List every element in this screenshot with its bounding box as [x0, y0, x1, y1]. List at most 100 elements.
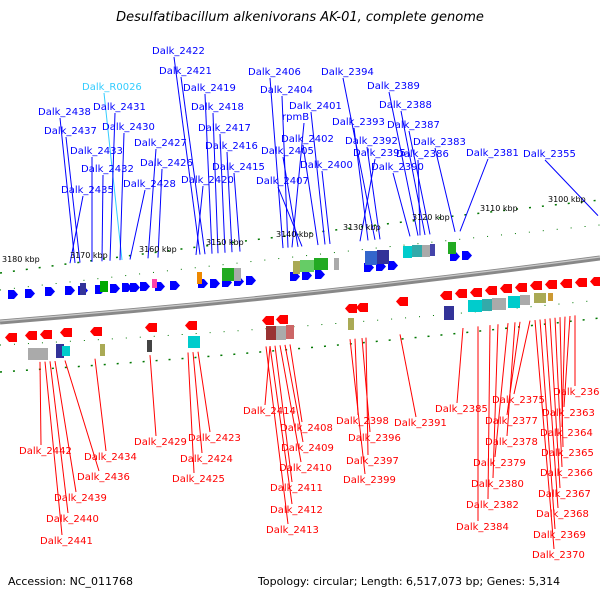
reverse-gene-arrow [185, 321, 197, 330]
annotation-box [482, 299, 492, 311]
forward-gene-arrow [122, 283, 132, 292]
leader-line [94, 358, 107, 452]
reverse-gene-label[interactable]: Dalk_2434 [84, 452, 137, 463]
reverse-gene-label[interactable]: Dalk_2370 [532, 550, 585, 561]
reverse-gene-label[interactable]: Dalk_2377 [485, 416, 538, 427]
forward-gene-label[interactable]: Dalk_2402 [281, 134, 334, 145]
annotation-box [444, 306, 454, 320]
forward-gene-label[interactable]: Dalk_2431 [93, 102, 146, 113]
reverse-gene-label[interactable]: Dalk_2368 [536, 509, 589, 520]
reverse-gene-label[interactable]: Dalk_2380 [471, 479, 524, 490]
reverse-gene-label[interactable]: Dalk_2396 [348, 433, 401, 444]
reverse-gene-label[interactable]: Dalk_2442 [19, 446, 72, 457]
reverse-gene-label[interactable]: Dalk_2384 [456, 522, 509, 533]
reverse-gene-label[interactable]: Dalk_2409 [281, 443, 334, 454]
reverse-gene-label[interactable]: Dalk_2375 [492, 395, 545, 406]
forward-gene-label[interactable]: Dalk_2386 [396, 149, 449, 160]
forward-gene-label[interactable]: Dalk_2400 [300, 160, 353, 171]
annotation-box [300, 260, 314, 272]
forward-gene-label[interactable]: Dalk_2435 [61, 185, 114, 196]
forward-gene-label[interactable]: Dalk_2388 [379, 100, 432, 111]
forward-gene-label[interactable]: Dalk_2387 [387, 120, 440, 131]
reverse-gene-label[interactable]: Dalk_2365 [541, 448, 594, 459]
reverse-gene-label[interactable]: Dalk_2391 [394, 418, 447, 429]
forward-gene-label[interactable]: Dalk_2389 [367, 81, 420, 92]
reverse-gene-label[interactable]: Dalk_2382 [466, 500, 519, 511]
forward-gene-label[interactable]: Dalk_2395 [353, 148, 406, 159]
forward-gene-label[interactable]: Dalk_2421 [159, 66, 212, 77]
forward-gene-label[interactable]: Dalk_2407 [256, 176, 309, 187]
forward-gene-label[interactable]: Dalk_2422 [152, 46, 205, 57]
annotation-box [276, 326, 286, 340]
forward-gene-label[interactable]: Dalk_2438 [38, 107, 91, 118]
reverse-gene-label[interactable]: Dalk_2429 [134, 437, 187, 448]
reverse-gene-label[interactable]: Dalk_2363 [542, 408, 595, 419]
forward-gene-label[interactable]: Dalk_2419 [183, 83, 236, 94]
reverse-gene-label[interactable]: Dalk_2424 [180, 454, 233, 465]
forward-gene-label[interactable]: Dalk_2415 [212, 162, 265, 173]
forward-gene-label[interactable]: Dalk_2394 [321, 67, 374, 78]
forward-gene-label[interactable]: Dalk_2406 [248, 67, 301, 78]
reverse-gene-label[interactable]: Dalk_2369 [533, 530, 586, 541]
reverse-gene-label[interactable]: Dalk_2399 [343, 475, 396, 486]
reverse-gene-label[interactable]: Dalk_2441 [40, 536, 93, 547]
reverse-gene-label[interactable]: Dalk_2411 [270, 483, 323, 494]
leader-line [282, 156, 299, 247]
reverse-gene-label[interactable]: Dalk_2397 [346, 456, 399, 467]
forward-gene-labels: Dalk_2422 Dalk_2421 Dalk_R0026 Dalk_2419 Dal… [38, 46, 576, 196]
leader-line [321, 170, 331, 245]
forward-gene-label[interactable]: Dalk_2390 [371, 162, 424, 173]
leader-line [456, 327, 464, 404]
forward-gene-label[interactable]: Dalk_2401 [289, 101, 342, 112]
forward-gene-label[interactable]: Dalk_2437 [44, 126, 97, 137]
reverse-gene-label[interactable]: Dalk_2378 [485, 437, 538, 448]
forward-gene-label[interactable]: Dalk_2417 [198, 123, 251, 134]
forward-gene-label[interactable]: Dalk_2404 [260, 85, 313, 96]
reverse-gene-label[interactable]: Dalk_2439 [54, 493, 107, 504]
annotation-box [468, 300, 482, 312]
reverse-gene-label[interactable]: Dalk_2423 [188, 433, 241, 444]
forward-gene-label[interactable]: Dalk_R0026 [82, 82, 142, 93]
reverse-gene-label[interactable]: Dalk_2385 [435, 404, 488, 415]
annotation-box [286, 325, 294, 339]
reverse-gene-label[interactable]: Dalk_2367 [538, 489, 591, 500]
scale-label: 3160 kbp [139, 245, 177, 254]
forward-gene-label[interactable]: Dalk_2433 [70, 146, 123, 157]
reverse-gene-label[interactable]: Dalk_2425 [172, 474, 225, 485]
forward-gene-label[interactable]: Dalk_2430 [102, 122, 155, 133]
leader-line [487, 325, 491, 500]
forward-gene-label[interactable]: Dalk_2405 [261, 146, 314, 157]
forward-gene-label[interactable]: Dalk_2426 [140, 158, 193, 169]
forward-gene-label[interactable]: Dalk_2432 [81, 164, 134, 175]
reverse-gene-label[interactable]: Dalk_2436 [77, 472, 130, 483]
reverse-gene-arrow [356, 303, 368, 312]
annotation-box [534, 293, 546, 303]
forward-gene-label[interactable]: Dalk_2420 [181, 175, 234, 186]
reverse-gene-label[interactable]: Dalk_2362 [553, 387, 600, 398]
reverse-gene-label[interactable]: Dalk_2440 [46, 514, 99, 525]
forward-gene-label[interactable]: Dalk_2355 [523, 149, 576, 160]
forward-gene-label[interactable]: Dalk_2418 [191, 102, 244, 113]
forward-gene-label[interactable]: Dalk_2416 [205, 141, 258, 152]
scale-label: 3110 kbp [480, 204, 518, 213]
reverse-gene-label[interactable]: Dalk_2364 [540, 428, 593, 439]
forward-gene-label[interactable]: rpmB [282, 112, 309, 123]
forward-gene-label[interactable]: Dalk_2393 [332, 117, 385, 128]
forward-gene-label[interactable]: Dalk_2381 [466, 148, 519, 159]
reverse-gene-label[interactable]: Dalk_2413 [266, 525, 319, 536]
forward-gene-label[interactable]: Dalk_2392 [345, 136, 398, 147]
forward-gene-label[interactable]: Dalk_2428 [123, 179, 176, 190]
reverse-gene-label[interactable]: Dalk_2408 [280, 423, 333, 434]
annotation-box [403, 246, 412, 258]
forward-gene-arrow [462, 251, 472, 260]
forward-gene-label[interactable]: Dalk_2383 [413, 137, 466, 148]
reverse-gene-label[interactable]: Dalk_2366 [540, 468, 593, 479]
reverse-gene-label[interactable]: Dalk_2414 [243, 406, 296, 417]
forward-gene-label[interactable]: Dalk_2427 [134, 138, 187, 149]
reverse-gene-label[interactable]: Dalk_2412 [270, 505, 323, 516]
reverse-gene-label[interactable]: Dalk_2398 [336, 416, 389, 427]
reverse-gene-labels: Dalk_2362 Dalk_2375 Dalk_2385 Dalk_2363 Dalk… [19, 387, 600, 561]
reverse-gene-label[interactable]: Dalk_2379 [473, 458, 526, 469]
reverse-gene-label[interactable]: Dalk_2410 [279, 463, 332, 474]
label-lines [39, 56, 599, 550]
